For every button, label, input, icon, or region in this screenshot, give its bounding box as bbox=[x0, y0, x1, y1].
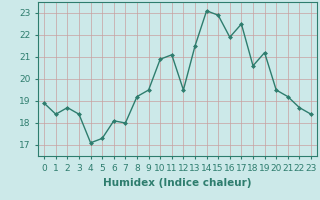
X-axis label: Humidex (Indice chaleur): Humidex (Indice chaleur) bbox=[103, 178, 252, 188]
